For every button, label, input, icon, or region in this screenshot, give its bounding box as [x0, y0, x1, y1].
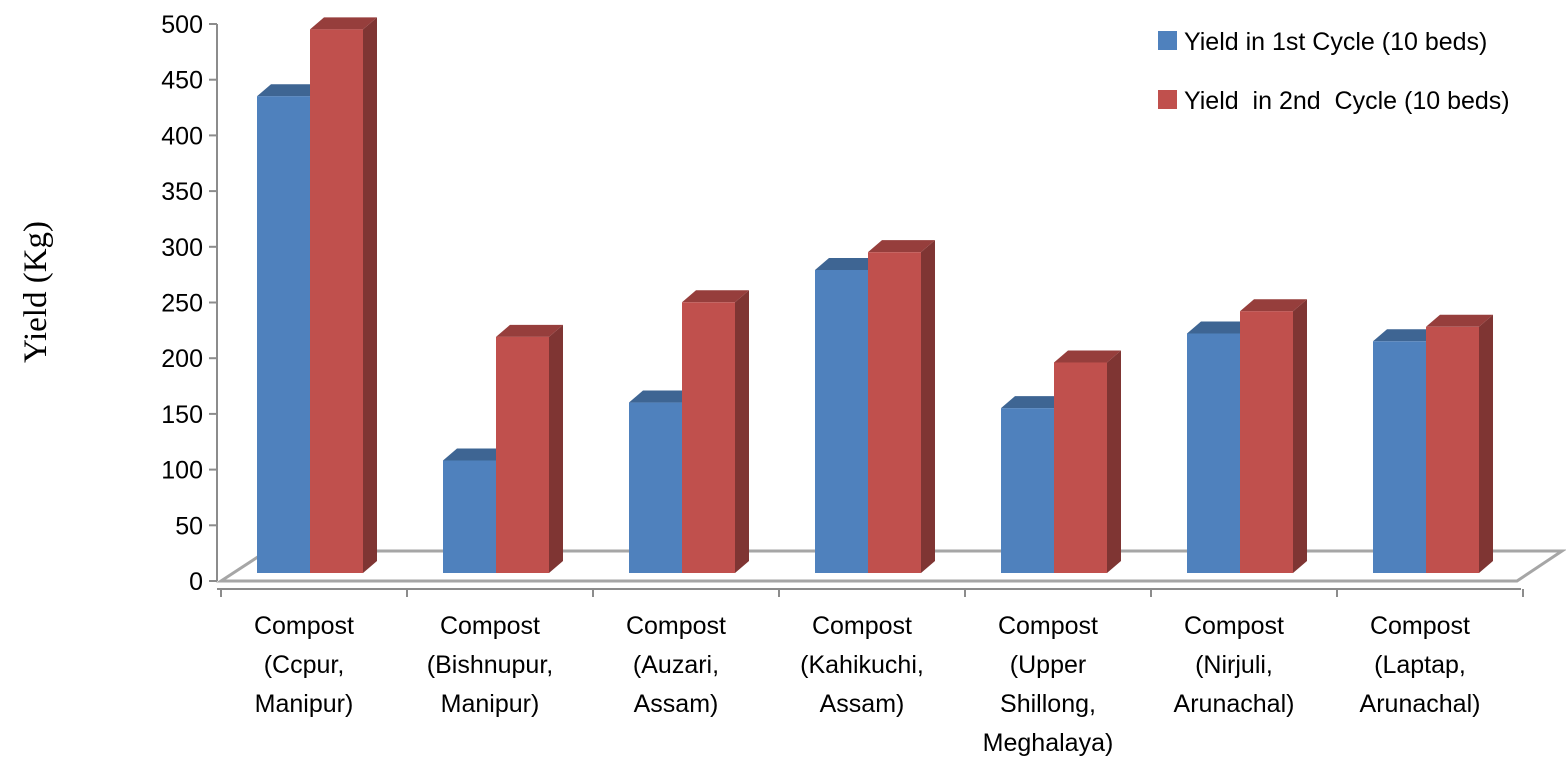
- bar-side-face: [1479, 314, 1493, 573]
- bar-front-face: [682, 302, 735, 573]
- y-tick-label: 200: [161, 345, 203, 373]
- bar-front-face: [310, 29, 363, 574]
- x-category-label: Compost (Upper Shillong, Meghalaya): [983, 612, 1114, 757]
- legend-swatch: [1158, 90, 1177, 109]
- bar-front-face: [443, 460, 496, 573]
- bar-top-face: [443, 448, 510, 461]
- legend-label: Yield in 1st Cycle (10 beds): [1184, 28, 1487, 56]
- legend: Yield in 1st Cycle (10 beds) Yield in 2nd…: [1158, 28, 1510, 115]
- bar-cycle2: [1426, 314, 1493, 573]
- bar-front-face: [868, 252, 921, 573]
- bar-front-face: [629, 402, 682, 573]
- bar-side-face: [549, 324, 563, 573]
- bar-top-face: [682, 290, 749, 303]
- y-tick-label: 350: [161, 178, 203, 206]
- legend-item: Yield in 1st Cycle (10 beds): [1158, 28, 1487, 56]
- bar-top-face: [257, 84, 324, 97]
- x-category-labels: Compost (Ccpur, Manipur) Compost (Bishnupur,…: [254, 612, 1480, 757]
- y-tick-label: 500: [161, 11, 203, 39]
- x-category-label: Compost (Auzari, Assam): [626, 612, 726, 718]
- bar-top-face: [1373, 329, 1440, 342]
- bar-top-face: [868, 240, 935, 253]
- x-category-label: Compost (Bishnupur, Manipur): [427, 612, 553, 718]
- bar-cycle2: [868, 240, 935, 573]
- bar-front-face: [496, 336, 549, 573]
- x-category-label: Compost (Laptap, Arunachal): [1360, 612, 1481, 718]
- y-tick-label: 50: [175, 512, 203, 540]
- bar-top-face: [1054, 350, 1121, 363]
- x-category-label: Compost (Nirjuli, Arunachal): [1174, 612, 1295, 718]
- bar-top-face: [1426, 314, 1493, 327]
- y-axis-label: Yield (Kg): [18, 221, 54, 363]
- bar-top-face: [496, 324, 563, 337]
- bar-front-face: [1426, 326, 1479, 573]
- bar-front-face: [1240, 311, 1293, 573]
- x-category-label: Compost (Ccpur, Manipur): [254, 612, 354, 718]
- bar-side-face: [1293, 299, 1307, 573]
- bar-front-face: [1187, 333, 1240, 573]
- legend-item: Yield in 2nd Cycle (10 beds): [1158, 87, 1510, 115]
- bar-series-group: [257, 17, 1493, 574]
- bar-top-face: [1187, 321, 1254, 334]
- y-tick-label: 100: [161, 457, 203, 485]
- bar-cycle2: [1054, 350, 1121, 573]
- y-tick-label: 400: [161, 122, 203, 150]
- y-tick-labels: 0 50 100 150 200 250 300 350 400 450 500: [161, 11, 217, 596]
- bar-cycle2: [496, 324, 563, 573]
- x-category-label: Compost (Kahikuchi, Assam): [800, 612, 924, 718]
- bar-top-face: [1240, 299, 1307, 312]
- bar-cycle2: [310, 17, 377, 574]
- y-tick-label: 0: [189, 568, 203, 596]
- legend-label: Yield in 2nd Cycle (10 beds): [1184, 87, 1510, 115]
- bar-front-face: [815, 269, 868, 573]
- bar-side-face: [363, 17, 377, 574]
- bar-cycle2: [1240, 299, 1307, 573]
- bar-front-face: [1001, 408, 1054, 573]
- legend-swatch: [1158, 31, 1177, 50]
- y-tick-label: 450: [161, 67, 203, 95]
- bar-cycle2: [682, 290, 749, 573]
- bar-side-face: [735, 290, 749, 573]
- bar-side-face: [921, 240, 935, 573]
- y-tick-label: 150: [161, 401, 203, 429]
- bar-top-face: [815, 257, 882, 270]
- bar-front-face: [1373, 341, 1426, 573]
- y-tick-label: 250: [161, 290, 203, 318]
- y-tick-label: 300: [161, 234, 203, 262]
- bar-top-face: [629, 390, 696, 403]
- bar-top-face: [1001, 396, 1068, 409]
- bar-top-face: [310, 17, 377, 30]
- bar-front-face: [257, 96, 310, 573]
- bar-front-face: [1054, 362, 1107, 573]
- bar-side-face: [1107, 350, 1121, 573]
